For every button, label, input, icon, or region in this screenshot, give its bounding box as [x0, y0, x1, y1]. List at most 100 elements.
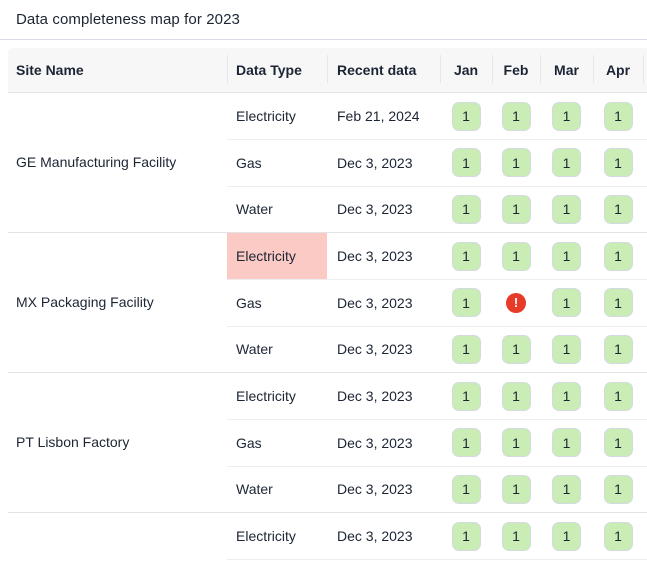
- completeness-badge[interactable]: 1: [603, 288, 633, 318]
- completeness-badge[interactable]: 1: [603, 194, 633, 224]
- completeness-badge[interactable]: 1: [501, 474, 531, 504]
- month-cell: 1: [593, 233, 643, 279]
- completeness-badge[interactable]: 1: [552, 474, 581, 504]
- error-icon[interactable]: !: [506, 292, 526, 313]
- recent-data-cell: Dec 3, 2023: [337, 528, 413, 545]
- completeness-badge[interactable]: 1: [451, 288, 481, 318]
- completeness-badge[interactable]: 1: [501, 381, 531, 411]
- data-type-cell: Gas: [236, 294, 262, 311]
- completeness-badge[interactable]: 1: [451, 334, 481, 364]
- column-header-feb: Feb: [492, 48, 540, 92]
- completeness-badge[interactable]: 1: [552, 428, 581, 458]
- completeness-badge[interactable]: 1: [552, 241, 581, 271]
- completeness-badge[interactable]: 1: [451, 474, 481, 504]
- recent-data-cell: Dec 3, 2023: [337, 341, 413, 358]
- site-name-cell: MX Packaging Facility: [16, 294, 154, 311]
- completeness-badge[interactable]: 1: [603, 381, 633, 411]
- site-name-cell: [8, 513, 227, 562]
- month-cell: 1: [593, 187, 643, 232]
- row-stub: [643, 327, 647, 372]
- completeness-badge[interactable]: 1: [552, 334, 581, 364]
- title-bar: Data completeness map for 2023: [0, 0, 647, 40]
- completeness-badge[interactable]: 1: [603, 148, 633, 178]
- completeness-badge[interactable]: 1: [451, 241, 481, 271]
- recent-data-cell: Dec 3, 2023: [337, 434, 413, 451]
- row-stub: [643, 420, 647, 465]
- completeness-badge[interactable]: 1: [451, 148, 481, 178]
- month-cell: 1: [540, 140, 593, 185]
- month-cell: 1: [492, 93, 540, 139]
- completeness-badge[interactable]: 1: [451, 381, 481, 411]
- month-cell: 1: [440, 327, 492, 372]
- site-group: PT Lisbon Factory Electricity Dec 3, 202…: [8, 371, 647, 512]
- completeness-badge[interactable]: 1: [552, 194, 581, 224]
- column-header-site-name: Site Name: [16, 62, 84, 78]
- completeness-badge[interactable]: 1: [501, 428, 531, 458]
- month-cell: 1: [593, 280, 643, 325]
- data-completeness-table: Site Name Data Type Recent data Jan Feb …: [8, 48, 647, 562]
- month-cell: 1: [492, 467, 540, 512]
- month-cell: 1: [593, 93, 643, 139]
- completeness-badge[interactable]: 1: [501, 101, 531, 131]
- completeness-badge[interactable]: 1: [451, 101, 481, 131]
- month-cell: 1: [440, 187, 492, 232]
- row-stub: [643, 187, 647, 232]
- completeness-badge[interactable]: 1: [552, 148, 581, 178]
- month-cell: 1: [440, 140, 492, 185]
- row-stub: [643, 93, 647, 139]
- data-type-cell: Electricity: [236, 388, 296, 405]
- completeness-badge[interactable]: 1: [603, 101, 633, 131]
- month-cell: 1: [440, 467, 492, 512]
- recent-data-cell: Dec 3, 2023: [337, 201, 413, 218]
- column-header-jan: Jan: [440, 48, 492, 92]
- completeness-badge[interactable]: 1: [603, 241, 633, 271]
- month-cell: 1: [440, 280, 492, 325]
- row-stub: [643, 233, 647, 279]
- completeness-badge[interactable]: 1: [552, 381, 581, 411]
- column-header-recent-data: Recent data: [327, 48, 440, 92]
- completeness-badge[interactable]: 1: [501, 194, 531, 224]
- page-title: Data completeness map for 2023: [16, 11, 240, 28]
- completeness-badge[interactable]: 1: [603, 428, 633, 458]
- column-header-stub: [643, 48, 647, 92]
- recent-data-cell: Feb 21, 2024: [337, 108, 420, 125]
- month-cell: 1: [593, 373, 643, 419]
- completeness-badge[interactable]: 1: [501, 241, 531, 271]
- completeness-badge[interactable]: 1: [552, 101, 581, 131]
- data-type-cell: Electricity: [236, 108, 296, 125]
- completeness-badge[interactable]: 1: [501, 148, 531, 178]
- month-cell: 1: [440, 373, 492, 419]
- site-group: MX Packaging Facility Electricity Dec 3,…: [8, 231, 647, 372]
- completeness-badge[interactable]: 1: [603, 521, 633, 551]
- completeness-badge[interactable]: 1: [451, 521, 481, 551]
- month-cell: 1: [593, 327, 643, 372]
- month-cell: 1: [540, 233, 593, 279]
- month-cell: 1: [540, 327, 593, 372]
- month-cell: 1: [492, 420, 540, 465]
- completeness-badge[interactable]: 1: [603, 334, 633, 364]
- completeness-badge[interactable]: 1: [501, 334, 531, 364]
- month-cell: 1: [492, 233, 540, 279]
- completeness-badge[interactable]: 1: [552, 521, 581, 551]
- month-cell: 1: [492, 513, 540, 559]
- month-cell: !: [492, 280, 540, 325]
- data-type-cell: Gas: [236, 434, 262, 451]
- month-cell: 1: [540, 373, 593, 419]
- completeness-badge[interactable]: 1: [603, 474, 633, 504]
- completeness-badge[interactable]: 1: [501, 521, 531, 551]
- completeness-badge[interactable]: 1: [451, 194, 481, 224]
- next-row-separator: [227, 559, 647, 562]
- completeness-badge[interactable]: 1: [552, 288, 581, 318]
- data-type-cell: Water: [236, 481, 273, 498]
- recent-data-cell: Dec 3, 2023: [337, 154, 413, 171]
- completeness-badge[interactable]: 1: [451, 428, 481, 458]
- month-cell: 1: [540, 187, 593, 232]
